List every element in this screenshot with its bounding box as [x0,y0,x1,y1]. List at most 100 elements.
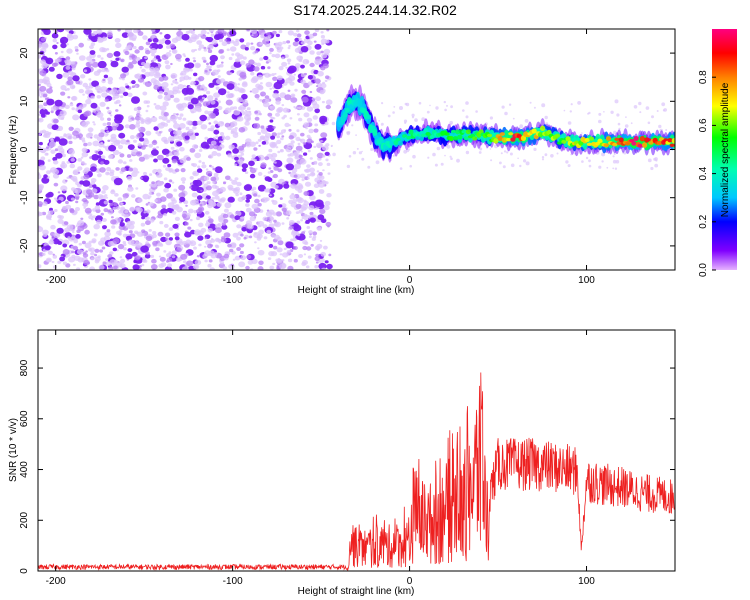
noise-dot [197,235,204,241]
noise-dot [276,135,281,139]
noise-dot [216,152,222,157]
noise-dot [234,210,242,217]
noise-dot [215,245,220,249]
noise-dot [76,249,84,255]
ridge-cell [565,136,571,142]
noise-dot [279,197,283,200]
noise-dot [113,177,123,186]
noise-dot [47,159,51,162]
noise-dot [320,34,325,39]
noise-dot [208,65,212,69]
noise-dot [142,142,146,145]
noise-dot [217,29,225,34]
noise-dot [260,162,267,168]
noise-dot [40,156,46,161]
noise-dot [94,248,100,253]
ridge-cell [546,130,552,135]
noise-dot [296,220,301,224]
noise-dot [64,59,72,66]
noise-dot [236,236,241,241]
colorbar: 0.00.20.40.60.8 Normalized spectral ampl… [698,29,737,277]
noise-dot [426,110,430,114]
noise-dot [286,142,295,149]
noise-dot [189,176,194,180]
noise-dot [52,173,60,179]
noise-dot [309,167,315,173]
noise-dot [197,165,201,169]
noise-dot [351,124,354,127]
noise-dot [38,83,41,87]
noise-dot [97,37,104,43]
noise-dot [639,111,642,114]
noise-dot [249,216,256,222]
noise-dot [436,146,441,151]
noise-dot [283,247,287,251]
noise-dot [128,57,133,60]
noise-dot [208,216,211,219]
noise-dot [281,61,288,67]
noise-dot [175,116,179,119]
noise-dot [148,45,152,48]
noise-dot [325,221,332,227]
noise-dot [241,82,248,88]
noise-dot [192,126,197,130]
noise-dot [110,133,117,139]
noise-dot [248,160,255,167]
noise-dot [276,247,283,253]
noise-dot [166,193,173,199]
noise-dot [203,183,208,188]
noise-dot [251,203,259,210]
noise-dot [208,29,215,33]
noise-dot [314,123,319,127]
noise-dot [293,246,298,250]
noise-dot [207,243,213,249]
noise-dot [306,134,311,139]
noise-dot [212,167,216,171]
noise-dot [148,202,154,207]
noise-dot [183,55,187,58]
noise-dot [278,204,283,208]
noise-dot [145,203,149,206]
noise-dot [274,234,280,240]
noise-dot [80,137,86,141]
noise-dot [309,211,314,216]
noise-dot [239,192,243,195]
noise-dot [387,114,391,118]
noise-dot [139,176,143,180]
noise-dot [315,142,323,148]
spectrogram-x-ticks: -200 -100 0 100 [46,29,595,286]
noise-dot [271,199,275,203]
noise-dot [38,201,43,207]
noise-dot [170,73,178,79]
noise-dot [392,111,395,114]
noise-dot [315,261,319,264]
noise-dot [285,210,292,216]
noise-dot [260,125,265,129]
spectrogram-marks [38,29,675,270]
noise-dot [148,143,154,148]
noise-dot [241,167,247,172]
noise-dot [119,263,126,269]
noise-dot [201,88,204,91]
noise-dot [115,42,122,49]
noise-dot [157,94,163,100]
noise-dot [271,54,276,58]
noise-dot [226,251,231,255]
noise-dot [232,148,240,154]
ridge-cell [357,98,363,108]
noise-dot [612,167,615,170]
noise-dot [207,228,213,233]
ridge-cell [493,138,499,144]
noise-dot [97,148,102,152]
noise-dot [238,77,243,81]
noise-dot [81,151,89,158]
noise-dot [612,155,615,158]
noise-dot [89,156,93,159]
noise-dot [95,219,102,225]
noise-dot [65,179,68,182]
noise-dot [533,147,537,151]
noise-dot [53,232,61,239]
noise-dot [114,101,118,105]
noise-dot [330,144,333,147]
noise-dot [164,266,172,270]
